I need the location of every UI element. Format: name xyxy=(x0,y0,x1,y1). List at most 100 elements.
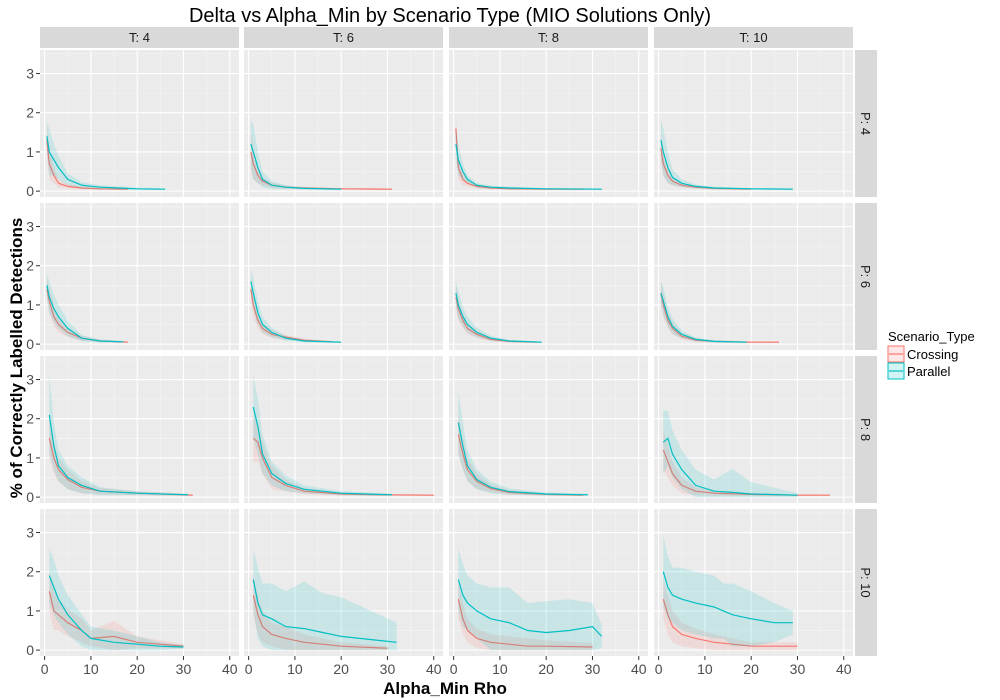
x-tick-label: 10 xyxy=(83,661,99,677)
y-tick-label: 3 xyxy=(26,525,34,541)
y-tick-label: 3 xyxy=(26,219,34,235)
panel-background xyxy=(449,509,648,656)
y-tick-label: 0 xyxy=(26,642,34,658)
legend-label-parallel: Parallel xyxy=(907,364,950,379)
panel-background xyxy=(40,203,239,350)
x-tick-label: 20 xyxy=(538,661,554,677)
facet-strip-label-row-3: P: 8 xyxy=(858,418,873,441)
confidence-band-parallel xyxy=(49,375,189,496)
y-tick-label: 3 xyxy=(26,66,34,82)
x-tick-label: 30 xyxy=(380,661,396,677)
confidence-band-crossing xyxy=(250,132,393,190)
facet-strip-label-col-3: T: 8 xyxy=(538,30,559,45)
confidence-band-parallel xyxy=(660,120,793,190)
facet-strip-col-3 xyxy=(449,27,648,48)
confidence-band-parallel xyxy=(253,548,397,651)
panel-r1-c2 xyxy=(244,50,443,197)
panel-background xyxy=(40,509,239,656)
panel-r3-c3 xyxy=(449,356,648,503)
facet-strip-row-3 xyxy=(855,356,877,503)
panel-r4-c2 xyxy=(244,509,443,656)
series-line-parallel xyxy=(46,136,166,190)
facet-strip-label-col-4: T: 10 xyxy=(739,30,767,45)
series-line-parallel xyxy=(662,571,793,624)
facet-strip-row-4 xyxy=(855,509,877,656)
panel-r3-c2 xyxy=(244,356,443,503)
confidence-band-crossing xyxy=(253,414,434,496)
confidence-band-parallel xyxy=(250,120,342,190)
x-tick-label: 40 xyxy=(836,661,852,677)
panel-r2-c2 xyxy=(244,203,443,350)
confidence-band-crossing xyxy=(49,571,184,651)
confidence-band-parallel xyxy=(455,128,602,190)
facet-strip-label-col-2: T: 6 xyxy=(333,30,354,45)
series-line-parallel xyxy=(457,579,603,637)
confidence-band-crossing xyxy=(253,575,388,651)
x-tick-label: 30 xyxy=(585,661,601,677)
confidence-band-crossing xyxy=(458,579,593,651)
legend: Scenario_Type Crossing Parallel xyxy=(887,329,975,380)
y-tick-label: 3 xyxy=(26,372,34,388)
x-tick-label: 30 xyxy=(790,661,806,677)
y-tick-label: 1 xyxy=(26,603,34,619)
series-line-parallel xyxy=(252,579,397,643)
series-line-parallel xyxy=(252,406,393,496)
legend-title: Scenario_Type xyxy=(888,329,975,344)
panel-background xyxy=(654,509,853,656)
y-tick-label: 1 xyxy=(26,450,34,466)
x-tick-label: 0 xyxy=(450,661,458,677)
facet-strip-label-row-2: P: 6 xyxy=(858,265,873,288)
series-line-parallel xyxy=(48,414,189,496)
y-tick-label: 2 xyxy=(26,258,34,274)
series-line-parallel xyxy=(250,143,342,190)
series-line-crossing xyxy=(46,140,128,190)
panel-r2-c4 xyxy=(654,203,853,350)
x-tick-label: 0 xyxy=(245,661,253,677)
chart-title: Delta vs Alpha_Min by Scenario Type (MIO… xyxy=(189,5,711,27)
x-tick-label: 0 xyxy=(41,661,49,677)
panel-background xyxy=(244,50,443,197)
panel-r4-c4 xyxy=(654,509,853,656)
y-tick-label: 0 xyxy=(26,489,34,505)
facet-strip-label-col-1: T: 4 xyxy=(129,30,150,45)
x-tick-label: 10 xyxy=(492,661,508,677)
x-tick-label: 40 xyxy=(631,661,647,677)
series-line-parallel xyxy=(455,144,602,190)
y-tick-label: 1 xyxy=(26,297,34,313)
panel-background xyxy=(449,203,648,350)
facet-panels: T: 4 T: 6 T: 8 T: 10P: 4P: 6P: 8P: 10012301… xyxy=(26,27,877,677)
panel-r4-c1 xyxy=(40,509,239,656)
series-line-parallel xyxy=(48,575,184,648)
x-tick-label: 20 xyxy=(129,661,145,677)
panel-r3-c1 xyxy=(40,356,239,503)
series-line-crossing xyxy=(250,289,332,343)
x-tick-label: 20 xyxy=(333,661,349,677)
confidence-band-parallel xyxy=(663,410,798,498)
confidence-band-crossing xyxy=(663,579,798,651)
x-tick-label: 10 xyxy=(287,661,303,677)
series-line-parallel xyxy=(46,285,124,343)
panel-background xyxy=(244,356,443,503)
panel-background xyxy=(449,356,648,503)
x-tick-label: 0 xyxy=(655,661,663,677)
confidence-band-crossing xyxy=(663,430,830,496)
panel-background xyxy=(40,50,239,197)
series-line-parallel xyxy=(455,293,542,343)
panel-background xyxy=(244,203,443,350)
y-tick-label: 1 xyxy=(26,144,34,160)
y-axis-label: % of Correctly Labelled Detections xyxy=(7,218,26,499)
panel-background xyxy=(244,509,443,656)
series-line-parallel xyxy=(457,422,588,496)
panel-background xyxy=(654,50,853,197)
panel-r1-c1 xyxy=(40,50,239,197)
x-tick-label: 40 xyxy=(222,661,238,677)
legend-label-crossing: Crossing xyxy=(907,347,958,362)
facet-strip-col-4 xyxy=(654,27,853,48)
series-line-crossing xyxy=(457,599,593,648)
confidence-band-parallel xyxy=(663,536,793,647)
facet-strip-row-1 xyxy=(855,50,877,197)
x-tick-label: 40 xyxy=(426,661,442,677)
y-tick-label: 0 xyxy=(26,336,34,352)
y-tick-label: 0 xyxy=(26,183,34,199)
